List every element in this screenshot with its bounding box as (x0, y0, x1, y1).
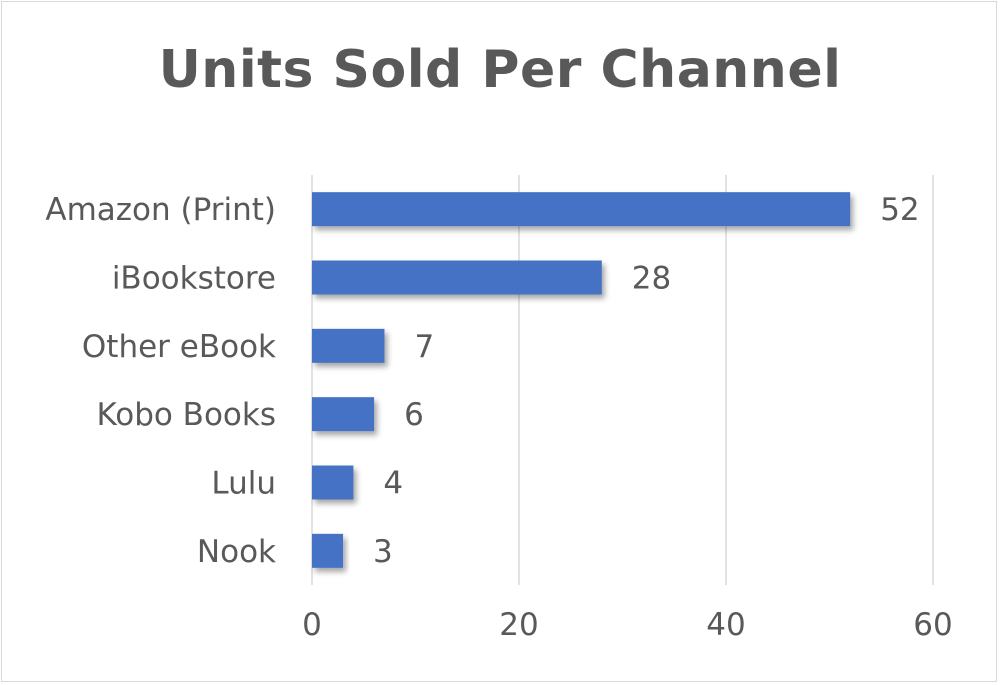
bar-kobo-books (312, 397, 375, 432)
category-label: Nook (197, 534, 276, 570)
data-label: 52 (880, 192, 919, 228)
bar-other-ebook (312, 328, 385, 363)
gridlines (311, 175, 934, 585)
bar-lulu (312, 465, 354, 500)
category-label: iBookstore (112, 261, 276, 297)
chart-title: Units Sold Per Channel (158, 40, 842, 100)
x-tick-labels: 0 20 40 60 (302, 607, 953, 643)
bars (312, 192, 851, 568)
x-tick-label-60: 60 (913, 607, 952, 643)
category-label: Kobo Books (96, 397, 276, 433)
category-label: Other eBook (82, 329, 276, 365)
x-tick-label-20: 20 (499, 607, 538, 643)
bar-nook (312, 533, 344, 568)
x-tick-label-0: 0 (302, 607, 322, 643)
category-labels: Amazon (Print) iBookstore Other eBook Kobo … (45, 192, 276, 570)
category-label: Lulu (211, 466, 276, 502)
x-tick-label-40: 40 (706, 607, 745, 643)
bar-amazon-print (312, 192, 851, 227)
data-label: 6 (404, 397, 424, 433)
data-label: 4 (383, 466, 403, 502)
bar-ibookstore (312, 260, 602, 295)
category-label: Amazon (Print) (45, 192, 276, 228)
data-labels: 52 28 7 64 3 (373, 192, 920, 570)
data-label: 7 (414, 329, 434, 365)
data-label: 3 (373, 534, 393, 570)
data-label: 28 (632, 261, 671, 297)
